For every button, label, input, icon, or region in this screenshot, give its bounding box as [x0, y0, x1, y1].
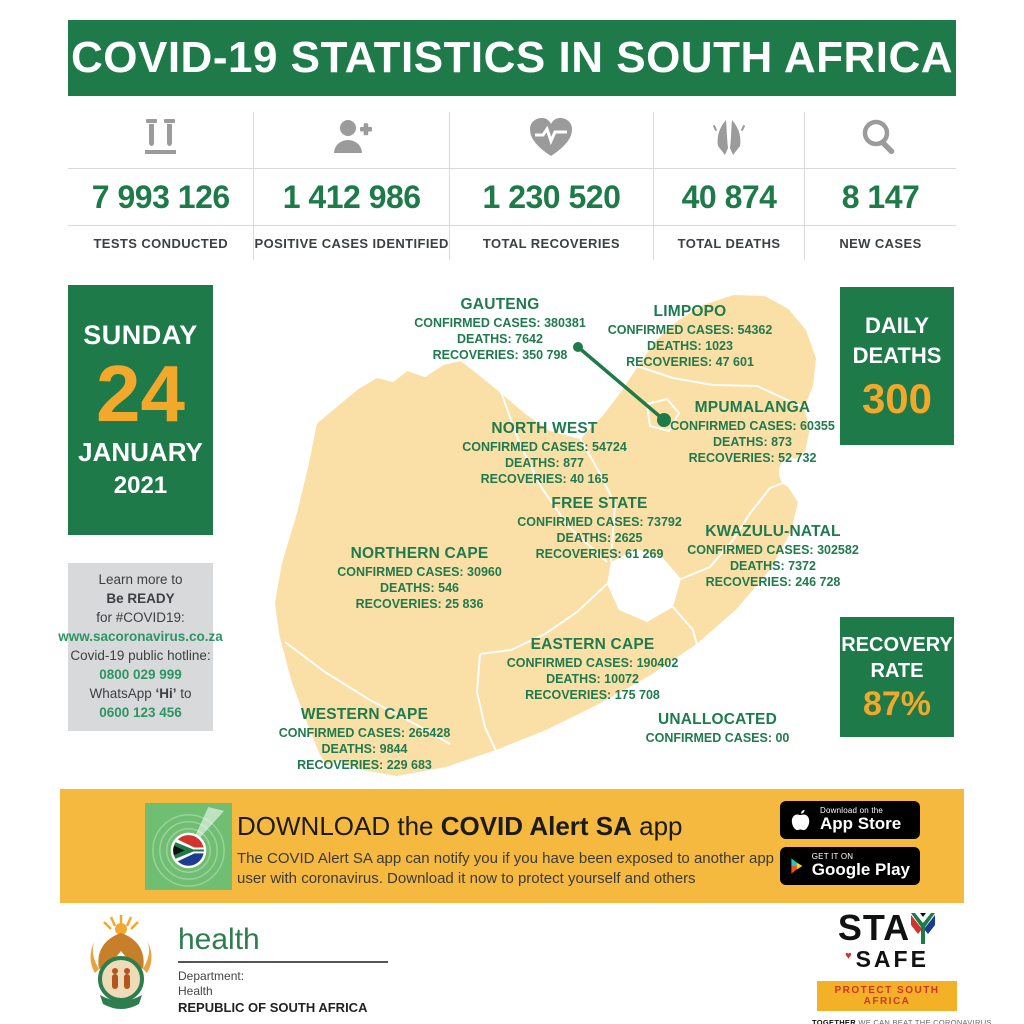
- province-label-north-west: NORTH WEST CONFIRMED CASES: 54724 DEATHS:…: [462, 420, 627, 486]
- date-day: 24: [96, 349, 185, 438]
- lesotho-cutout: [607, 549, 681, 622]
- recovery-rate-value: 87%: [862, 685, 932, 723]
- heart-pulse-icon: [530, 118, 573, 156]
- covid-alert-app-icon: [145, 803, 232, 890]
- magnifier-icon: [863, 119, 895, 155]
- stat-label-deaths: TOTAL DEATHS: [677, 235, 781, 251]
- together-tagline: TOGETHER WE CAN BEAT THE CORONAVIRUS: [812, 1018, 992, 1024]
- download-banner: DOWNLOAD the COVID Alert SA app The COVI…: [60, 789, 964, 903]
- hotline-number: 0800 029 999: [99, 666, 182, 682]
- learn-more-box: Learn more to Be READY for #COVID19: www…: [58, 563, 223, 731]
- province-label-limpopo: LIMPOPO CONFIRMED CASES: 54362 DEATHS: 10…: [607, 303, 773, 369]
- eswatini-cutout: [779, 457, 801, 487]
- coat-of-arms: [90, 915, 152, 1009]
- praying-hands-icon: [712, 120, 746, 155]
- protect-south-africa-bar: PROTECT SOUTH AFRICA: [817, 981, 957, 1011]
- province-label-eastern-cape: EASTERN CAPE CONFIRMED CASES: 190402 DEAT…: [506, 636, 679, 702]
- app-store-badge[interactable]: Download on the App Store: [780, 801, 920, 839]
- info-line: WhatsApp ‘Hi’ to: [89, 685, 192, 701]
- apple-icon: [791, 809, 810, 831]
- whatsapp-number: 0600 123 456: [99, 704, 182, 720]
- app-store-label: App Store: [820, 814, 902, 834]
- test-tubes-icon: [144, 119, 176, 154]
- daily-deaths-box: DAILY DEATHS 300: [840, 287, 954, 445]
- info-be-ready: Be READY: [106, 591, 175, 607]
- header-banner: COVID-19 STATISTICS IN SOUTH AFRICA: [68, 20, 956, 96]
- health-logo-text: health: [178, 923, 260, 956]
- health-department-block: health Department: Health REPUBLIC OF SO…: [178, 925, 478, 1015]
- page-title: COVID-19 STATISTICS IN SOUTH AFRICA: [70, 33, 954, 82]
- stat-label-recoveries: TOTAL RECOVERIES: [482, 235, 621, 251]
- google-play-tagline: GET IT ON: [811, 851, 854, 861]
- province-label-western-cape: WESTERN CAPE CONFIRMED CASES: 265428 DEAT…: [278, 706, 451, 772]
- info-line: for #COVID19:: [96, 610, 185, 626]
- google-play-icon: [791, 858, 803, 874]
- national-stats-row: 7 993 126 1 412 986 1 230 520 40 874 8 1…: [68, 112, 956, 260]
- stat-label-positive: POSITIVE CASES IDENTIFIED: [254, 235, 449, 251]
- website-link[interactable]: www.sacoronavirus.co.za: [58, 629, 223, 645]
- footer: health Department: Health REPUBLIC OF SO…: [0, 903, 1024, 1024]
- stat-value-recoveries: 1 230 520: [482, 178, 621, 215]
- stat-value-positive: 1 412 986: [282, 178, 421, 215]
- province-label-free-state: FREE STATE CONFIRMED CASES: 73792 DEATHS:…: [517, 495, 682, 561]
- daily-deaths-value: 300: [861, 375, 933, 422]
- stat-value-deaths: 40 874: [681, 178, 777, 215]
- banner-title: DOWNLOAD the COVID Alert SA app: [237, 811, 683, 841]
- safe-text: ♥SAFE: [845, 946, 929, 972]
- stat-label-new-cases: NEW CASES: [839, 235, 922, 251]
- recovery-rate-box: RECOVERY RATE 87%: [840, 617, 954, 737]
- heart-icon: ♥: [845, 950, 855, 962]
- daily-deaths-label: DAILY DEATHS: [852, 313, 942, 368]
- date-month: JANUARY: [78, 437, 203, 467]
- province-label-kwazulu-natal: KWAZULU-NATAL CONFIRMED CASES: 302582 DEA…: [687, 523, 859, 589]
- gauteng-leader-line: [573, 342, 671, 427]
- province-label-northern-cape: NORTHERN CAPE CONFIRMED CASES: 30960 DEAT…: [337, 545, 502, 611]
- stat-label-tests: TESTS CONDUCTED: [93, 235, 229, 251]
- person-plus-icon: [333, 120, 372, 153]
- date-year: 2021: [113, 472, 168, 499]
- south-africa-map: [265, 282, 835, 790]
- date-box: SUNDAY 24 JANUARY 2021: [68, 285, 213, 535]
- google-play-badge[interactable]: GET IT ON Google Play: [780, 847, 920, 885]
- divider: [178, 961, 388, 963]
- info-line: Covid-19 public hotline:: [70, 648, 211, 663]
- info-line: Learn more to: [98, 572, 183, 588]
- stat-value-new-cases: 8 147: [841, 178, 920, 215]
- banner-body: The COVID Alert SA app can notify you if…: [237, 850, 775, 888]
- flag-y-icon: [911, 913, 936, 944]
- recovery-rate-label: RECOVERY RATE: [841, 634, 953, 682]
- map-svg: [272, 292, 819, 779]
- province-label-unallocated: UNALLOCATED CONFIRMED CASES: 00: [645, 711, 790, 745]
- stay-safe-logo: STA ♥SAFE PROTECT SOUTH AFRICA TOGETHER …: [812, 910, 992, 1024]
- date-weekday: SUNDAY: [83, 320, 198, 350]
- map-land-shape: [272, 292, 819, 779]
- app-store-tagline: Download on the: [820, 805, 884, 815]
- google-play-label: Google Play: [811, 860, 910, 880]
- province-label-gauteng: GAUTENG CONFIRMED CASES: 380381 DEATHS: 7…: [414, 296, 586, 362]
- stat-value-tests: 7 993 126: [91, 178, 230, 215]
- province-label-mpumalanga: MPUMALANGA CONFIRMED CASES: 60355 DEATHS:…: [670, 399, 835, 465]
